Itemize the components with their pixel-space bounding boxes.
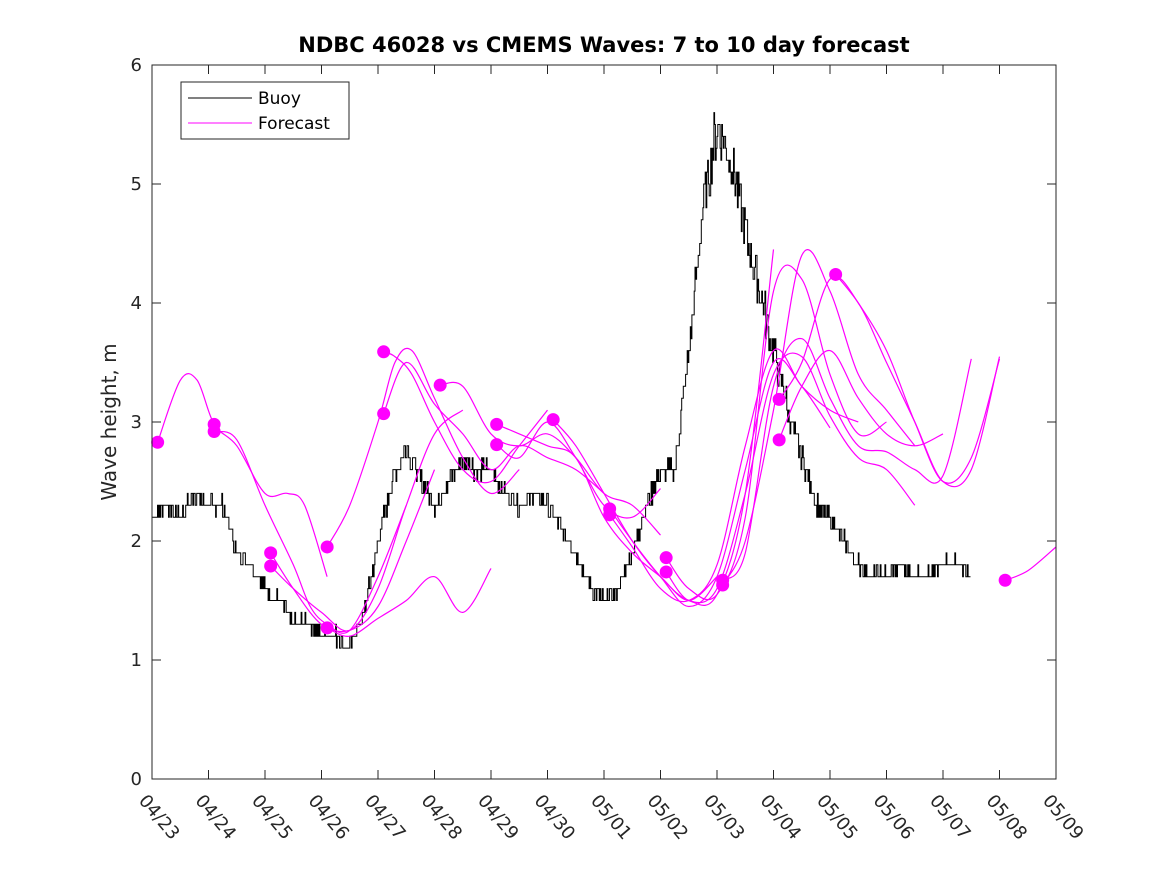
forecast-line — [609, 348, 859, 603]
forecast-line — [496, 421, 661, 519]
forecast-start-marker — [829, 267, 843, 281]
forecast-line — [326, 347, 520, 548]
forecast-line — [157, 373, 328, 577]
plot-area — [152, 65, 1056, 779]
y-axis: 0 1 2 3 4 5 6 — [131, 55, 1056, 790]
y-tick-label: 3 — [131, 412, 142, 433]
chart-title: NDBC 46028 vs CMEMS Waves: 7 to 10 day f… — [298, 33, 909, 57]
forecast-start-marker — [772, 433, 786, 447]
forecast-start-marker — [490, 438, 504, 452]
legend: Buoy Forecast — [180, 81, 350, 140]
forecast-start-markers-layer — [151, 267, 1012, 635]
forecast-start-marker — [998, 573, 1012, 587]
forecast-start-marker — [377, 407, 391, 421]
forecast-line — [270, 409, 464, 632]
forecast-line — [665, 264, 887, 601]
y-tick-label: 5 — [131, 174, 142, 195]
forecast-start-marker — [377, 345, 391, 359]
forecast-line — [722, 249, 916, 586]
forecast-start-marker — [151, 435, 165, 449]
forecast-line — [213, 430, 407, 634]
forecast-line — [552, 249, 775, 606]
forecast-line — [722, 338, 972, 581]
forecast-start-marker — [264, 559, 278, 573]
buoy-series-layer — [152, 112, 971, 649]
forecast-line — [609, 358, 831, 608]
forecast-start-marker — [433, 378, 447, 392]
forecast-start-marker — [320, 540, 334, 554]
forecast-line — [383, 361, 605, 494]
forecast-line — [778, 349, 944, 447]
forecast-line — [326, 568, 492, 637]
legend-box — [180, 81, 350, 140]
forecast-start-marker — [320, 621, 334, 635]
forecast-start-marker — [546, 413, 560, 427]
y-tick-label: 2 — [131, 531, 142, 552]
forecast-start-marker — [264, 546, 278, 560]
legend-forecast-label: Forecast — [258, 114, 330, 134]
forecast-start-marker — [772, 392, 786, 406]
forecast-line — [383, 351, 548, 484]
y-tick-label: 4 — [131, 293, 142, 314]
forecast-line — [835, 274, 1001, 484]
y-tick-label: 1 — [131, 650, 142, 671]
y-tick-label: 6 — [131, 55, 142, 76]
forecast-start-marker — [603, 508, 617, 522]
forecast-line — [440, 381, 661, 536]
forecast-start-marker — [659, 565, 673, 579]
forecast-start-marker — [716, 573, 730, 587]
y-tick-label: 0 — [131, 769, 142, 790]
forecast-line — [665, 352, 916, 604]
legend-buoy-label: Buoy — [258, 89, 301, 109]
forecast-start-marker — [490, 417, 504, 431]
forecast-start-marker — [659, 551, 673, 565]
forecast-line — [778, 276, 1001, 488]
y-axis-label: Wave height, m — [97, 343, 121, 500]
buoy-line — [152, 112, 971, 649]
forecast-start-marker — [207, 425, 221, 439]
